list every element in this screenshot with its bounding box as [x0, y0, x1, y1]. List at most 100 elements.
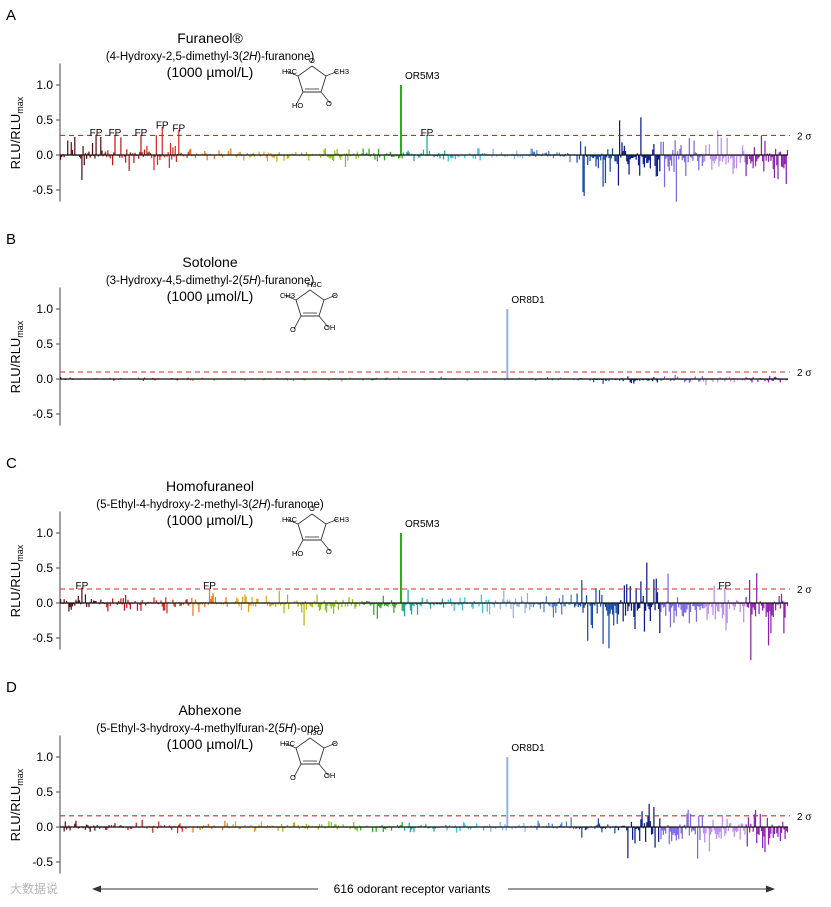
receptor-bar: [697, 603, 699, 607]
receptor-bar: [343, 153, 345, 155]
receptor-bar: [691, 827, 693, 832]
receptor-bar: [581, 827, 583, 838]
receptor-bar: [630, 603, 633, 611]
receptor-bar: [389, 151, 391, 155]
receptor-bar: [299, 603, 302, 606]
receptor-bar: [733, 155, 735, 169]
receptor-bar: [221, 827, 224, 831]
y-label-text: RLU/RLUmax: [8, 544, 25, 617]
receptor-bar: [732, 827, 734, 832]
receptor-bar: [451, 155, 453, 159]
receptor-bar: [392, 155, 394, 157]
receptor-bar: [786, 603, 789, 607]
receptor-bar: [705, 603, 707, 607]
receptor-bar: [529, 155, 531, 157]
atom-label: H3C: [307, 728, 323, 737]
receptor-bar: [213, 155, 215, 160]
watermark: 大数据说: [10, 881, 58, 896]
receptor-bar: [653, 376, 655, 379]
receptor-bar: [684, 824, 686, 827]
receptor-bar: [688, 603, 690, 624]
receptor-bar: [451, 603, 453, 607]
receptor-bar: [629, 586, 631, 603]
receptor-bar: [355, 155, 357, 159]
receptor-bar: [763, 603, 765, 609]
receptor-bar: [311, 603, 313, 608]
receptor-bar: [752, 155, 754, 169]
receptor-bar: [773, 377, 776, 379]
receptor-bar: [590, 155, 592, 157]
receptor-bar: [736, 600, 738, 603]
receptor-bar: [676, 376, 679, 379]
receptor-bar: [86, 155, 88, 159]
receptor-bar: [724, 379, 726, 382]
bond-line: [285, 70, 299, 77]
receptor-bar: [770, 827, 772, 834]
receptor-bar: [135, 822, 137, 827]
receptor-bar: [682, 155, 685, 159]
receptor-bar: [74, 136, 76, 155]
receptor-bar: [481, 153, 484, 155]
receptor-bar: [362, 603, 364, 605]
receptor-bar: [692, 603, 694, 606]
receptor-bar: [67, 140, 69, 155]
receptor-bar: [483, 827, 485, 831]
receptor-bar: [263, 379, 265, 381]
y-tick-label: 0.0: [36, 820, 53, 834]
receptor-bar: [368, 601, 370, 603]
receptor-bar: [77, 596, 79, 603]
receptor-bar: [622, 825, 624, 827]
bond-line: [318, 315, 329, 328]
receptor-bar: [674, 140, 676, 155]
receptor-bar: [348, 149, 350, 155]
receptor-bar: [693, 827, 695, 831]
receptor-bar: [611, 603, 614, 615]
receptor-bar: [407, 589, 409, 603]
receptor-bar: [390, 599, 393, 603]
receptor-bar: [87, 153, 89, 155]
receptor-bar: [88, 827, 90, 829]
receptor-bar: [623, 585, 625, 603]
receptor-bar: [576, 155, 578, 163]
receptor-bar: [642, 827, 644, 829]
y-label-text: RLU/RLUmax: [8, 96, 25, 169]
receptor-bar: [564, 603, 566, 607]
receptor-bar: [624, 603, 627, 616]
receptor-bar: [707, 827, 709, 829]
receptor-bar: [656, 155, 659, 177]
receptor-bar: [89, 155, 91, 158]
receptor-bar: [180, 603, 182, 606]
receptor-bar: [736, 827, 738, 833]
receptor-bar: [556, 827, 558, 829]
receptor-bar: [744, 603, 746, 607]
receptor-bar: [455, 827, 458, 833]
receptor-bar: [383, 827, 386, 829]
receptor-bar: [366, 601, 368, 603]
receptor-bar: [433, 827, 435, 832]
false-positive-label: FP: [156, 121, 169, 132]
receptor-bar: [535, 379, 537, 381]
iupac-name: (5-Ethyl-3-hydroxy-4-methylfuran-2(5H)-o…: [96, 723, 324, 735]
receptor-bar: [658, 603, 660, 609]
x-axis-label: 616 odorant receptor variants: [334, 882, 491, 896]
receptor-bar: [474, 155, 477, 160]
receptor-bar: [166, 155, 168, 157]
receptor-bar: [277, 603, 279, 605]
compound-name: Homofuraneol: [166, 478, 254, 494]
receptor-bar: [727, 155, 729, 163]
receptor-bar: [114, 823, 116, 827]
receptor-bar: [663, 603, 666, 607]
receptor-bar: [734, 603, 737, 607]
receptor-bar: [454, 825, 456, 827]
panel-letter: A: [6, 7, 16, 24]
receptor-bar: [350, 603, 352, 606]
receptor-bar: [346, 153, 348, 155]
receptor-bar: [675, 603, 677, 617]
receptor-bar: [634, 379, 636, 382]
receptor-bar: [113, 825, 115, 827]
receptor-bar: [63, 599, 65, 603]
receptor-bar: [395, 603, 397, 606]
receptor-bar: [662, 141, 664, 155]
receptor-bar: [771, 603, 773, 616]
receptor-bar: [95, 601, 97, 603]
